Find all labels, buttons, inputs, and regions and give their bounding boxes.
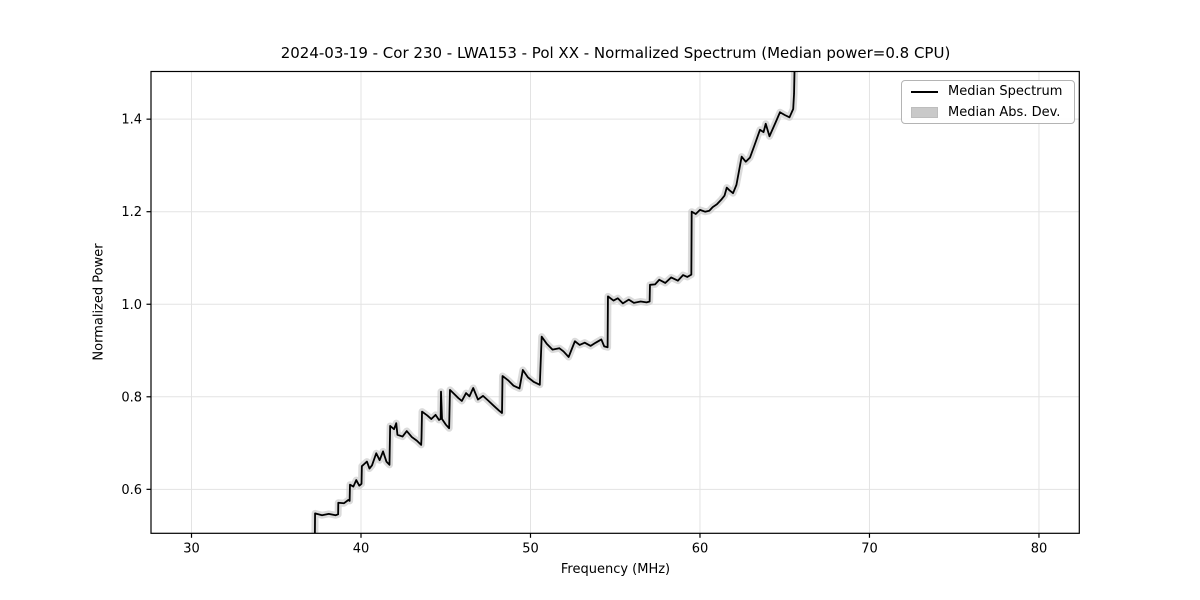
x-tick-label-60: 60 [692, 541, 709, 556]
x-tick-label-70: 70 [861, 541, 878, 556]
legend-patch-swatch [911, 106, 938, 118]
y-tick-label-1.4: 1.4 [121, 113, 142, 128]
y-tick-label-0.8: 0.8 [121, 390, 142, 405]
plot-border [150, 70, 1080, 534]
x-tick-label-30: 30 [183, 541, 200, 556]
median-abs-dev-band [311, 71, 798, 534]
y-tick-label-0.6: 0.6 [121, 483, 142, 498]
x-tick-label-40: 40 [353, 541, 370, 556]
median-spectrum-line [314, 71, 796, 534]
legend-label-median-spectrum: Median Spectrum [948, 84, 1063, 100]
chart-title: 2024-03-19 - Cor 230 - LWA153 - Pol XX -… [280, 44, 951, 62]
y-tick-label-1.0: 1.0 [121, 298, 142, 313]
legend-line-swatch [911, 90, 938, 93]
legend-label-median-abs-dev: Median Abs. Dev. [948, 104, 1061, 120]
legend: Median Spectrum Median Abs. Dev. [901, 80, 1075, 124]
y-tick-label-1.2: 1.2 [121, 205, 142, 220]
legend-entry-median-spectrum: Median Spectrum [911, 83, 1066, 101]
x-tick-label-50: 50 [522, 541, 539, 556]
legend-entry-median-abs-dev: Median Abs. Dev. [911, 104, 1066, 122]
y-axis-label-text: Normalized Power [91, 243, 107, 361]
x-tick-label-80: 80 [1031, 541, 1048, 556]
x-axis-label: Frequency (MHz) [560, 562, 671, 577]
